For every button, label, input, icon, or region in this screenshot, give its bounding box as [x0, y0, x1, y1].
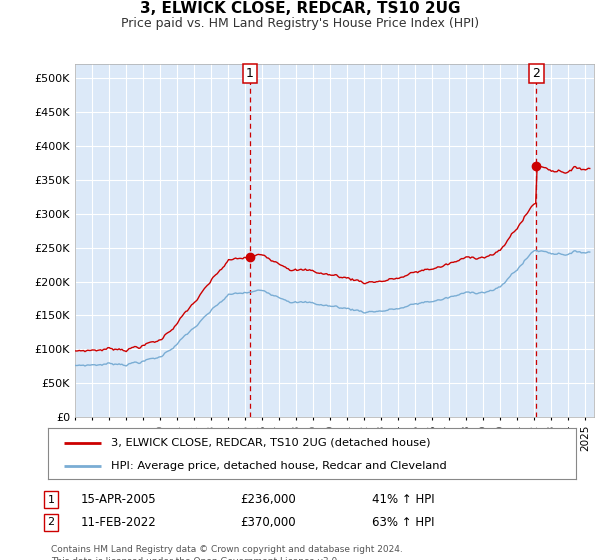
Text: 2: 2: [47, 517, 55, 528]
Text: 11-FEB-2022: 11-FEB-2022: [81, 516, 157, 529]
Text: Price paid vs. HM Land Registry's House Price Index (HPI): Price paid vs. HM Land Registry's House …: [121, 17, 479, 30]
Text: 63% ↑ HPI: 63% ↑ HPI: [372, 516, 434, 529]
Text: £236,000: £236,000: [240, 493, 296, 506]
Text: £370,000: £370,000: [240, 516, 296, 529]
Text: 2: 2: [533, 67, 541, 80]
Text: 15-APR-2005: 15-APR-2005: [81, 493, 157, 506]
Text: 3, ELWICK CLOSE, REDCAR, TS10 2UG (detached house): 3, ELWICK CLOSE, REDCAR, TS10 2UG (detac…: [112, 437, 431, 447]
Text: 41% ↑ HPI: 41% ↑ HPI: [372, 493, 434, 506]
Text: HPI: Average price, detached house, Redcar and Cleveland: HPI: Average price, detached house, Redc…: [112, 461, 447, 471]
Text: 3, ELWICK CLOSE, REDCAR, TS10 2UG: 3, ELWICK CLOSE, REDCAR, TS10 2UG: [140, 1, 460, 16]
Text: 1: 1: [246, 67, 254, 80]
Text: 1: 1: [47, 494, 55, 505]
Text: Contains HM Land Registry data © Crown copyright and database right 2024.
This d: Contains HM Land Registry data © Crown c…: [51, 545, 403, 560]
